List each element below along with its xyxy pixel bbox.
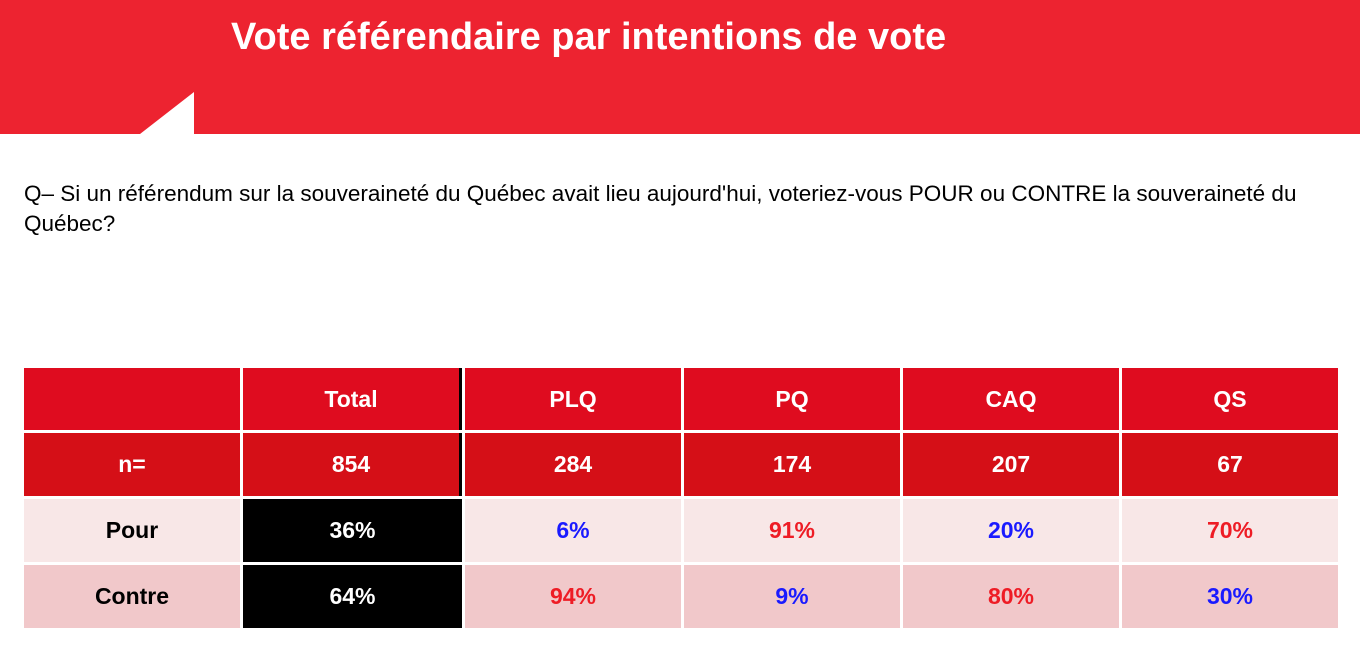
row-label-pour: Pour (24, 499, 240, 562)
table-row-pour: Pour 36% 6% 91% 20% 70% (24, 499, 1338, 562)
contre-cell-plq: 94% (465, 565, 681, 628)
header-cell-caq: CAQ (903, 368, 1119, 430)
header-cell-empty (24, 368, 240, 430)
page-title: Vote référendaire par intentions de vote (231, 16, 947, 58)
contre-cell-caq: 80% (903, 565, 1119, 628)
pour-cell-caq: 20% (903, 499, 1119, 562)
results-table: Total PLQ PQ CAQ QS n= 854 284 174 207 6… (21, 365, 1341, 631)
header-cell-qs: QS (1122, 368, 1338, 430)
table-row-contre: Contre 64% 94% 9% 80% 30% (24, 565, 1338, 628)
contre-cell-pq: 9% (684, 565, 900, 628)
header-notch-shape (140, 92, 194, 134)
pour-cell-total: 36% (243, 499, 462, 562)
pour-cell-pq: 91% (684, 499, 900, 562)
question-text: Q– Si un référendum sur la souveraineté … (24, 181, 1297, 236)
pour-cell-plq: 6% (465, 499, 681, 562)
row-label-contre: Contre (24, 565, 240, 628)
n-cell-plq: 284 (465, 433, 681, 496)
header-cell-total: Total (243, 368, 462, 430)
table-header-row: Total PLQ PQ CAQ QS (24, 368, 1338, 430)
header-cell-plq: PLQ (465, 368, 681, 430)
pour-cell-qs: 70% (1122, 499, 1338, 562)
n-cell-pq: 174 (684, 433, 900, 496)
row-label-n: n= (24, 433, 240, 496)
header-cell-pq: PQ (684, 368, 900, 430)
table-row-n: n= 854 284 174 207 67 (24, 433, 1338, 496)
header-banner: Vote référendaire par intentions de vote (0, 0, 1360, 134)
n-cell-qs: 67 (1122, 433, 1338, 496)
contre-cell-total: 64% (243, 565, 462, 628)
n-cell-caq: 207 (903, 433, 1119, 496)
contre-cell-qs: 30% (1122, 565, 1338, 628)
n-cell-total: 854 (243, 433, 462, 496)
